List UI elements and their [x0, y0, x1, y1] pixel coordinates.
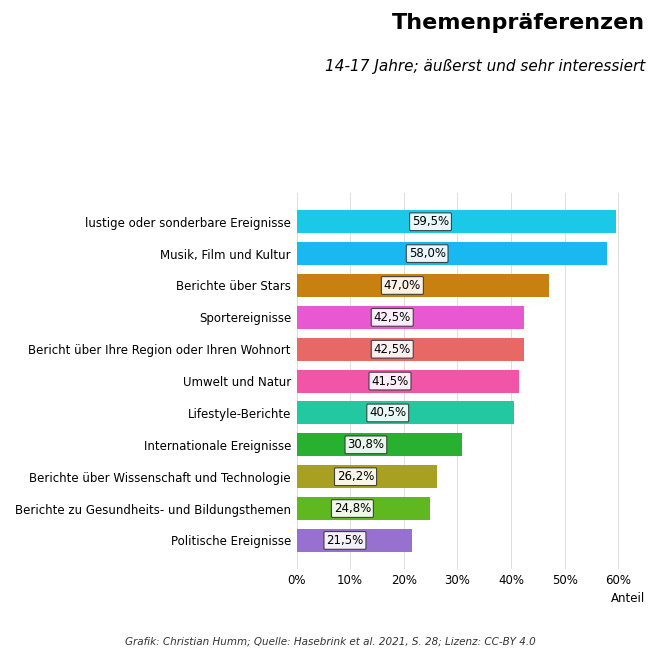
Bar — [296, 434, 461, 456]
Text: 24,8%: 24,8% — [334, 502, 371, 515]
X-axis label: Anteil: Anteil — [610, 593, 645, 605]
Bar — [296, 242, 607, 265]
Text: 26,2%: 26,2% — [337, 470, 374, 483]
Text: 59,5%: 59,5% — [412, 215, 449, 228]
Text: Grafik: Christian Humm; Quelle: Hasebrink et al. 2021, S. 28; Lizenz: CC-BY 4.0: Grafik: Christian Humm; Quelle: Hasebrin… — [125, 637, 535, 647]
Text: 47,0%: 47,0% — [383, 279, 421, 292]
Bar — [296, 497, 430, 520]
Bar — [296, 370, 519, 393]
Bar — [296, 274, 548, 297]
Bar — [296, 401, 513, 424]
Text: Themenpräferenzen: Themenpräferenzen — [392, 13, 645, 33]
Text: 42,5%: 42,5% — [374, 311, 411, 324]
Text: 40,5%: 40,5% — [369, 407, 407, 420]
Text: 58,0%: 58,0% — [409, 247, 446, 260]
Text: 14-17 Jahre; äußerst und sehr interessiert: 14-17 Jahre; äußerst und sehr interessie… — [325, 59, 645, 75]
Text: 21,5%: 21,5% — [326, 534, 364, 547]
Text: 42,5%: 42,5% — [374, 343, 411, 356]
Text: 41,5%: 41,5% — [372, 375, 409, 387]
Bar — [296, 338, 525, 361]
Bar — [296, 211, 616, 233]
Bar — [296, 306, 525, 329]
Bar — [296, 529, 412, 552]
Text: 30,8%: 30,8% — [347, 438, 384, 451]
Bar — [296, 465, 437, 488]
